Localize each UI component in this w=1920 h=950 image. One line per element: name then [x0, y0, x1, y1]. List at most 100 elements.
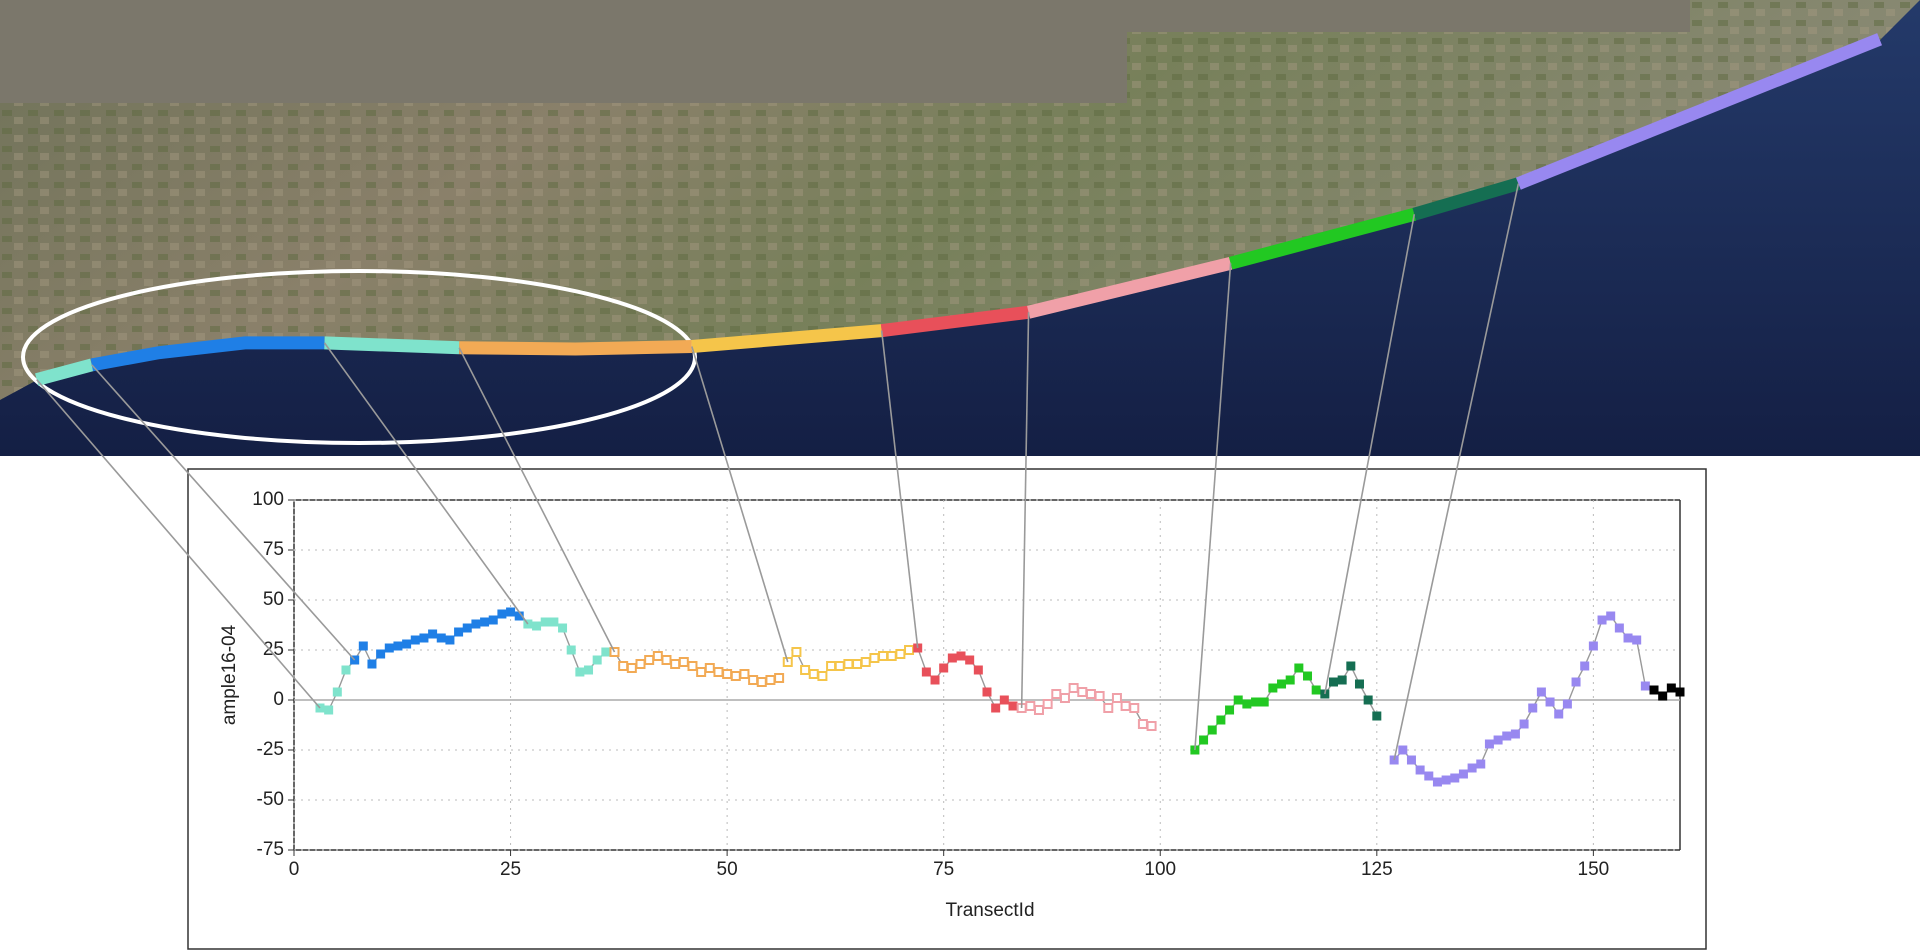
data-point — [480, 618, 489, 627]
data-point — [1667, 684, 1676, 693]
data-point — [1303, 672, 1312, 681]
data-point — [939, 664, 948, 673]
data-point — [1589, 642, 1598, 651]
data-point — [732, 672, 740, 680]
data-point — [1096, 692, 1104, 700]
data-point — [974, 666, 983, 675]
data-point — [367, 660, 376, 669]
data-point — [1485, 740, 1494, 749]
x-tick-label: 25 — [500, 859, 521, 880]
map — [0, 0, 1920, 456]
data-point — [1416, 766, 1425, 775]
data-point — [957, 652, 966, 661]
coast-segment — [324, 343, 459, 348]
data-point — [1650, 686, 1659, 695]
data-point — [1372, 712, 1381, 721]
data-point — [567, 646, 576, 655]
data-point — [1546, 698, 1555, 707]
data-point — [601, 648, 610, 657]
data-point — [1606, 612, 1615, 621]
data-point — [1199, 736, 1208, 745]
y-tick-label: 50 — [263, 589, 284, 610]
data-point — [697, 668, 705, 676]
data-point — [1052, 690, 1060, 698]
data-point — [1216, 716, 1225, 725]
data-point — [1035, 706, 1043, 714]
data-point — [844, 660, 852, 668]
data-point — [1398, 746, 1407, 755]
data-point — [1286, 676, 1295, 685]
data-point — [1113, 694, 1121, 702]
data-point — [333, 688, 342, 697]
y-tick-label: -25 — [257, 739, 284, 760]
y-tick-label: 100 — [252, 489, 284, 510]
data-point — [983, 688, 992, 697]
data-point — [1044, 700, 1052, 708]
data-point — [853, 660, 861, 668]
data-point — [1598, 616, 1607, 625]
x-tick-label: 0 — [289, 859, 300, 880]
data-point — [1494, 736, 1503, 745]
x-tick-label: 50 — [717, 859, 738, 880]
data-point — [1234, 696, 1243, 705]
data-point — [1346, 662, 1355, 671]
data-point — [1000, 696, 1009, 705]
data-point — [1104, 704, 1112, 712]
data-point — [1122, 702, 1130, 710]
data-point — [575, 668, 584, 677]
data-point — [1407, 756, 1416, 765]
data-point — [1078, 688, 1086, 696]
data-point — [862, 658, 870, 666]
y-tick-label: 25 — [263, 639, 284, 660]
data-point — [801, 666, 809, 674]
data-point — [1148, 722, 1156, 730]
data-point — [341, 666, 350, 675]
data-point — [714, 668, 722, 676]
data-point — [1502, 732, 1511, 741]
data-point — [1338, 676, 1347, 685]
data-point — [766, 676, 774, 684]
data-point — [454, 628, 463, 637]
y-tick-label: -75 — [257, 839, 284, 860]
data-point — [662, 656, 670, 664]
data-point — [1208, 726, 1217, 735]
data-point — [888, 652, 896, 660]
data-point — [1528, 704, 1537, 713]
data-point — [1277, 680, 1286, 689]
figure: TransectId ample16-04 -75-50-25025507510… — [0, 0, 1920, 950]
data-point — [1459, 770, 1468, 779]
data-point — [1476, 760, 1485, 769]
data-point — [1139, 720, 1147, 728]
data-point — [428, 630, 437, 639]
top-bar — [1127, 0, 1690, 32]
data-point — [1130, 704, 1138, 712]
data-point — [879, 652, 887, 660]
data-point — [1520, 720, 1529, 729]
data-point — [680, 658, 688, 666]
data-point — [385, 644, 394, 653]
data-point — [1225, 706, 1234, 715]
data-point — [1632, 636, 1641, 645]
data-point — [584, 666, 593, 675]
data-point — [1658, 692, 1667, 701]
data-point — [437, 634, 446, 643]
data-point — [810, 670, 818, 678]
data-point — [549, 618, 558, 627]
data-point — [1026, 702, 1034, 710]
data-point — [1268, 684, 1277, 693]
data-point — [905, 646, 913, 654]
data-point — [637, 660, 645, 668]
data-point — [991, 704, 1000, 713]
data-point — [758, 678, 766, 686]
data-point — [792, 648, 800, 656]
data-point — [411, 636, 420, 645]
data-point — [749, 676, 757, 684]
coast-segment — [459, 347, 692, 349]
data-point — [463, 624, 472, 633]
data-point — [1468, 764, 1477, 773]
data-point — [1294, 664, 1303, 673]
data-point — [1641, 682, 1650, 691]
data-point — [471, 620, 480, 629]
data-point — [1061, 694, 1069, 702]
data-point — [870, 654, 878, 662]
